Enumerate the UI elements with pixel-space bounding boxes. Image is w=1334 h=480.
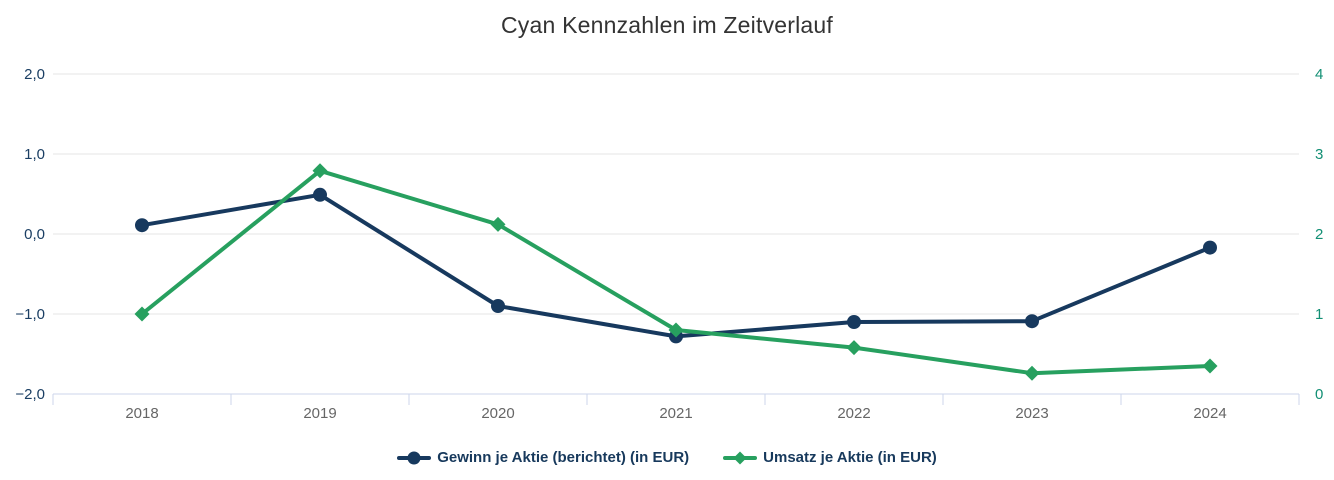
y-left-tick-label: 2,0 [24, 66, 45, 83]
y-right-tick-label: 0 [1315, 386, 1323, 403]
series-line-0 [140, 192, 1212, 339]
x-tick-label: 2023 [1015, 405, 1048, 422]
data-point-marker[interactable] [135, 218, 149, 233]
legend-item-umsatz-je-aktie[interactable]: Umsatz je Aktie (in EUR) [723, 449, 937, 466]
data-point-marker[interactable] [312, 163, 328, 179]
x-tick-label: 2018 [125, 405, 158, 422]
data-point-marker[interactable] [668, 322, 684, 338]
data-point-marker[interactable] [491, 299, 505, 313]
y-left-tick-label: −1,0 [15, 306, 45, 323]
circle-line-marker-icon [397, 451, 432, 464]
x-tick-label: 2021 [659, 405, 692, 422]
x-tick-label: 2019 [303, 405, 336, 422]
legend-item-gewinn-je-aktie[interactable]: Gewinn je Aktie (berichtet) (in EUR) [397, 449, 689, 466]
x-tick-label: 2024 [1193, 405, 1226, 422]
diamond-line-marker-icon [723, 451, 758, 464]
data-point-marker[interactable] [846, 340, 862, 356]
y-left-tick-label: 1,0 [24, 146, 45, 163]
data-point-marker[interactable] [1202, 358, 1218, 374]
legend: Gewinn je Aktie (berichtet) (in EUR) Ums… [0, 449, 1334, 466]
data-point-marker[interactable] [490, 216, 506, 232]
y-right-tick-label: 4 [1315, 66, 1323, 83]
legend-label-umsatz-je-aktie: Umsatz je Aktie (in EUR) [763, 449, 937, 466]
legend-label-gewinn-je-aktie: Gewinn je Aktie (berichtet) (in EUR) [437, 449, 690, 466]
y-left-tick-label: −2,0 [15, 386, 45, 403]
data-point-marker[interactable] [313, 187, 327, 202]
data-point-marker[interactable] [847, 315, 861, 329]
x-tick-label: 2020 [481, 405, 514, 422]
chart-title: Cyan Kennzahlen im Zeitverlauf [501, 12, 833, 38]
data-point-marker[interactable] [134, 306, 150, 322]
data-point-marker[interactable] [1203, 240, 1217, 255]
y-right-tick-label: 2 [1315, 226, 1323, 243]
y-right-tick-label: 3 [1315, 146, 1323, 163]
x-tick-label: 2022 [837, 405, 870, 422]
data-point-marker[interactable] [1024, 365, 1040, 381]
data-point-marker[interactable] [1025, 314, 1039, 329]
y-left-tick-label: 0,0 [24, 226, 45, 243]
y-right-tick-label: 1 [1315, 306, 1323, 323]
